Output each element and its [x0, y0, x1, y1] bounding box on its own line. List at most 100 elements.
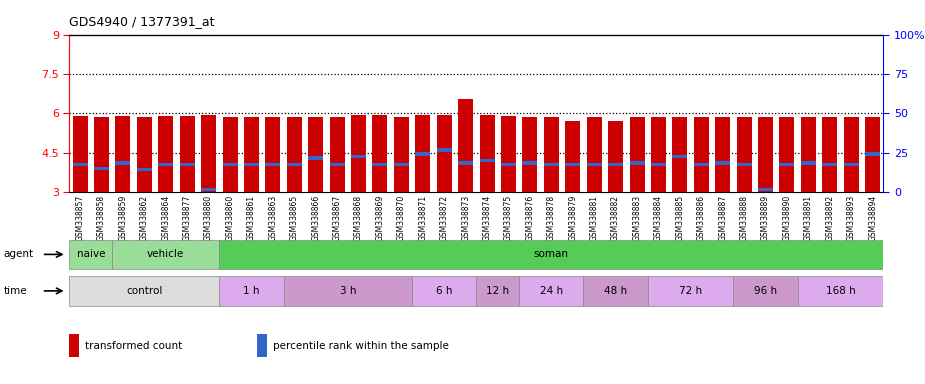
Bar: [69, 240, 112, 269]
Bar: [72, 116, 88, 192]
Bar: [630, 117, 645, 192]
Bar: [329, 163, 345, 166]
Bar: [352, 114, 366, 192]
Bar: [734, 276, 797, 306]
Bar: [565, 163, 580, 166]
Text: 48 h: 48 h: [604, 286, 627, 296]
Bar: [694, 117, 709, 192]
Text: 3 h: 3 h: [339, 286, 356, 296]
Bar: [476, 276, 519, 306]
Bar: [244, 163, 259, 166]
Text: 168 h: 168 h: [826, 286, 856, 296]
Bar: [865, 152, 881, 156]
Bar: [630, 161, 645, 165]
Bar: [758, 117, 773, 192]
Text: control: control: [126, 286, 163, 296]
Text: 6 h: 6 h: [436, 286, 452, 296]
Bar: [415, 114, 430, 192]
Text: naive: naive: [77, 249, 105, 260]
Bar: [69, 276, 219, 306]
Bar: [586, 117, 601, 192]
Bar: [651, 163, 666, 166]
Bar: [437, 114, 451, 192]
Bar: [519, 276, 584, 306]
Bar: [94, 117, 109, 192]
Bar: [437, 148, 451, 152]
Bar: [179, 163, 194, 166]
Bar: [116, 161, 130, 165]
Text: time: time: [4, 286, 28, 296]
Bar: [244, 117, 259, 192]
Bar: [844, 163, 858, 166]
Bar: [544, 163, 559, 166]
Bar: [394, 117, 409, 192]
Bar: [822, 163, 837, 166]
Bar: [523, 161, 537, 165]
Bar: [219, 276, 284, 306]
Bar: [565, 121, 580, 192]
Bar: [137, 117, 152, 192]
Bar: [648, 276, 734, 306]
Bar: [394, 163, 409, 166]
Bar: [780, 163, 795, 166]
Bar: [308, 156, 323, 160]
Bar: [329, 117, 345, 192]
Bar: [265, 163, 280, 166]
Bar: [758, 188, 773, 191]
Bar: [308, 117, 323, 192]
Bar: [501, 163, 516, 166]
Bar: [257, 334, 267, 357]
Bar: [116, 116, 130, 192]
Bar: [501, 116, 516, 192]
Text: percentile rank within the sample: percentile rank within the sample: [273, 341, 449, 351]
Bar: [608, 163, 623, 166]
Bar: [586, 163, 601, 166]
Bar: [844, 117, 858, 192]
Bar: [584, 276, 647, 306]
Bar: [72, 163, 88, 166]
Bar: [479, 114, 495, 192]
Bar: [715, 117, 730, 192]
Bar: [694, 163, 709, 166]
Bar: [265, 117, 280, 192]
Bar: [219, 240, 883, 269]
Bar: [736, 117, 752, 192]
Text: 24 h: 24 h: [540, 286, 563, 296]
Bar: [523, 117, 537, 192]
Text: vehicle: vehicle: [147, 249, 184, 260]
Bar: [94, 167, 109, 170]
Bar: [179, 116, 194, 192]
Bar: [413, 276, 476, 306]
Bar: [223, 163, 238, 166]
Bar: [287, 117, 302, 192]
Bar: [801, 161, 816, 165]
Bar: [415, 152, 430, 156]
Bar: [608, 121, 623, 192]
Bar: [458, 161, 474, 165]
Bar: [715, 161, 730, 165]
Text: transformed count: transformed count: [85, 341, 182, 351]
Bar: [287, 163, 302, 166]
Bar: [736, 163, 752, 166]
Text: agent: agent: [4, 249, 34, 260]
Bar: [201, 188, 216, 191]
Bar: [651, 117, 666, 192]
Bar: [479, 159, 495, 162]
Bar: [158, 116, 173, 192]
Bar: [284, 276, 413, 306]
Bar: [158, 163, 173, 166]
Bar: [801, 117, 816, 192]
Bar: [201, 114, 216, 192]
Bar: [780, 117, 795, 192]
Text: soman: soman: [534, 249, 569, 260]
Text: 72 h: 72 h: [679, 286, 702, 296]
Bar: [223, 117, 238, 192]
Bar: [672, 155, 687, 158]
Text: 12 h: 12 h: [487, 286, 510, 296]
Bar: [137, 168, 152, 171]
Text: 1 h: 1 h: [243, 286, 260, 296]
Bar: [544, 117, 559, 192]
Text: GDS4940 / 1377391_at: GDS4940 / 1377391_at: [69, 15, 215, 28]
Bar: [822, 117, 837, 192]
Bar: [373, 114, 388, 192]
